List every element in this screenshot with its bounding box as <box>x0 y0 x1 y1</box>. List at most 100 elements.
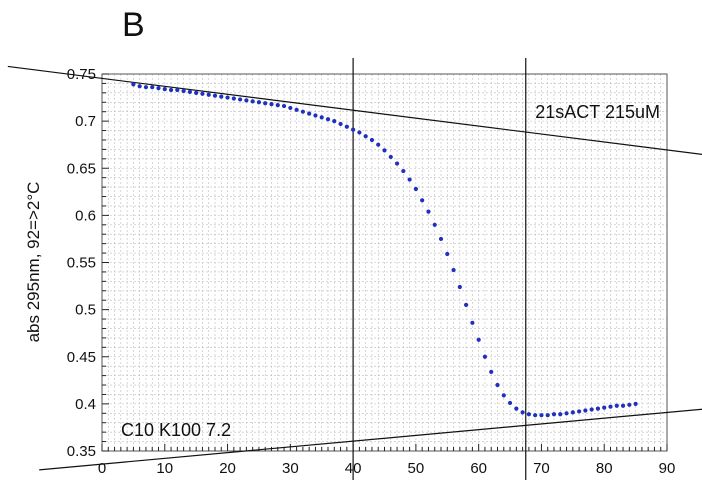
data-point <box>219 94 224 99</box>
data-point <box>357 130 362 135</box>
data-point <box>595 406 601 411</box>
data-point <box>313 113 318 118</box>
baseline-upper <box>7 65 702 155</box>
y-tick-label: 0.6 <box>75 207 96 224</box>
condition-annotation: C10 K100 7.2 <box>121 420 231 440</box>
data-point <box>470 320 475 325</box>
data-point <box>382 148 387 153</box>
data-point <box>426 209 431 214</box>
data-point <box>175 87 180 93</box>
data-point <box>533 413 538 418</box>
data-point <box>614 403 619 408</box>
axis-ticks: 0 10 20 30 40 50 60 70 80 900.350.40.450.50.550.6… <box>67 66 676 477</box>
data-point <box>162 86 167 92</box>
data-point <box>445 251 450 257</box>
data-point <box>526 412 531 417</box>
data-point <box>376 142 381 147</box>
data-point <box>181 88 186 94</box>
y-tick-label: 0.35 <box>67 443 96 460</box>
y-tick-label: 0.5 <box>75 302 96 319</box>
data-point <box>413 186 418 192</box>
baseline-lower <box>39 408 702 471</box>
data-point <box>495 382 500 388</box>
x-tick-label: 30 <box>282 460 299 477</box>
data-point <box>156 86 161 91</box>
y-tick-label: 0.4 <box>75 396 96 413</box>
data-point <box>288 105 293 111</box>
data-point <box>351 127 356 132</box>
data-point <box>583 408 588 413</box>
data-point <box>200 91 205 96</box>
y-tick-label: 0.7 <box>75 113 96 130</box>
data-point <box>539 413 544 418</box>
data-point <box>263 101 268 106</box>
data-point <box>225 95 230 100</box>
data-point <box>250 99 255 104</box>
y-axis-label: abs 295nm, 92=>2°C <box>24 182 43 343</box>
data-point <box>551 412 557 417</box>
data-point <box>627 402 632 407</box>
data-point <box>187 89 192 95</box>
panel-label: B <box>122 6 145 44</box>
data-point <box>514 406 519 411</box>
y-tick-label: 0.45 <box>67 349 96 366</box>
data-point <box>338 121 343 127</box>
data-point <box>363 134 368 139</box>
data-point <box>451 267 456 273</box>
data-point <box>281 103 287 109</box>
data-point <box>407 177 412 182</box>
y-tick-label: 0.75 <box>67 66 96 83</box>
data-point <box>589 407 594 412</box>
data-point <box>438 236 444 242</box>
data-point <box>137 84 142 89</box>
data-point <box>344 124 349 129</box>
data-point <box>325 117 331 122</box>
data-point <box>269 102 274 107</box>
x-tick-label: 90 <box>659 460 676 477</box>
data-points <box>131 82 638 418</box>
data-point <box>482 354 488 359</box>
x-tick-label: 0 <box>98 460 106 477</box>
x-tick-label: 80 <box>596 460 613 477</box>
data-point <box>577 409 582 414</box>
y-tick-label: 0.55 <box>67 255 96 272</box>
data-point <box>401 168 406 174</box>
data-point <box>206 92 211 97</box>
data-point <box>275 103 280 108</box>
data-point <box>507 400 513 406</box>
x-tick-label: 50 <box>408 460 425 477</box>
data-point <box>244 98 249 103</box>
data-point <box>131 82 136 87</box>
x-tick-label: 70 <box>533 460 550 477</box>
data-point <box>168 87 174 93</box>
data-point <box>294 107 299 112</box>
data-point <box>489 369 494 374</box>
x-tick-label: 60 <box>470 460 487 477</box>
data-point <box>307 111 312 116</box>
y-tick-label: 0.65 <box>67 160 96 177</box>
data-point <box>332 119 337 124</box>
data-point <box>464 302 469 308</box>
data-point <box>194 90 199 95</box>
data-point <box>558 412 563 417</box>
data-point <box>520 410 525 415</box>
data-point <box>545 413 550 418</box>
data-point <box>608 404 613 409</box>
data-point <box>394 161 400 166</box>
data-point <box>602 405 607 410</box>
x-tick-label: 10 <box>156 460 173 477</box>
data-point <box>457 284 462 290</box>
data-point <box>432 222 437 227</box>
data-point <box>238 97 243 102</box>
data-point <box>212 93 218 98</box>
grid <box>101 73 668 452</box>
data-point <box>319 115 324 120</box>
data-point <box>150 85 155 90</box>
data-point <box>369 137 375 143</box>
sample-annotation: 21sACT 215uM <box>535 102 660 122</box>
x-tick-label: 20 <box>219 460 236 477</box>
data-point <box>570 410 575 415</box>
data-point <box>476 337 481 342</box>
data-point <box>231 96 236 101</box>
